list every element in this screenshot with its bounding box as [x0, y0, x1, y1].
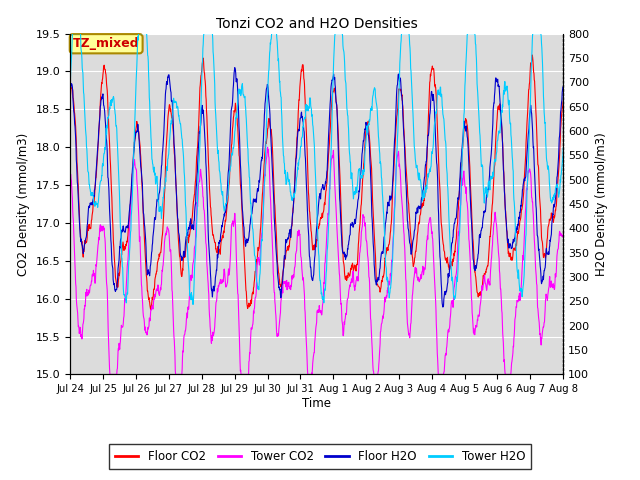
Tower H2O — [276, 88, 284, 94]
Tower CO2 — [125, 237, 132, 243]
Floor CO2 — [286, 237, 294, 242]
Line: Floor H2O: Floor H2O — [70, 68, 563, 307]
Tower CO2 — [264, 144, 271, 150]
Floor CO2 — [125, 221, 132, 227]
Floor CO2 — [348, 266, 355, 272]
Tower H2O — [67, 79, 74, 84]
Tower CO2 — [105, 338, 113, 344]
Y-axis label: CO2 Density (mmol/m3): CO2 Density (mmol/m3) — [17, 132, 30, 276]
Tower H2O — [189, 301, 197, 307]
Floor H2O — [439, 304, 447, 310]
Floor H2O — [286, 227, 294, 232]
Tower CO2 — [348, 276, 355, 282]
Floor H2O — [125, 217, 132, 223]
Tower H2O — [68, 31, 76, 36]
Tower H2O — [125, 257, 132, 263]
Text: TZ_mixed: TZ_mixed — [73, 37, 140, 50]
Line: Tower CO2: Tower CO2 — [70, 147, 563, 374]
Floor CO2 — [559, 98, 567, 104]
Floor H2O — [67, 84, 74, 90]
Floor H2O — [231, 65, 239, 71]
Floor H2O — [295, 127, 303, 133]
Tower CO2 — [106, 372, 114, 377]
Line: Floor CO2: Floor CO2 — [70, 55, 563, 310]
Floor CO2 — [147, 307, 154, 312]
Tower CO2 — [287, 285, 294, 290]
Tower CO2 — [276, 312, 284, 318]
Tower H2O — [296, 157, 303, 163]
Floor CO2 — [67, 94, 74, 99]
Floor H2O — [276, 287, 284, 293]
Floor CO2 — [295, 97, 303, 103]
Line: Tower H2O: Tower H2O — [70, 34, 563, 304]
Floor H2O — [348, 222, 355, 228]
Tower H2O — [287, 189, 294, 195]
Y-axis label: H2O Density (mmol/m3): H2O Density (mmol/m3) — [595, 132, 608, 276]
Floor H2O — [559, 84, 567, 90]
Tower H2O — [559, 145, 567, 151]
Tower H2O — [105, 112, 113, 118]
Tower CO2 — [559, 233, 567, 239]
X-axis label: Time: Time — [302, 397, 332, 410]
Tower CO2 — [67, 173, 74, 179]
Floor CO2 — [276, 282, 284, 288]
Title: Tonzi CO2 and H2O Densities: Tonzi CO2 and H2O Densities — [216, 17, 418, 31]
Legend: Floor CO2, Tower CO2, Floor H2O, Tower H2O: Floor CO2, Tower CO2, Floor H2O, Tower H… — [109, 444, 531, 469]
Floor H2O — [105, 181, 113, 187]
Tower CO2 — [296, 229, 303, 235]
Floor CO2 — [529, 52, 536, 58]
Floor CO2 — [105, 120, 113, 125]
Tower H2O — [348, 173, 355, 179]
